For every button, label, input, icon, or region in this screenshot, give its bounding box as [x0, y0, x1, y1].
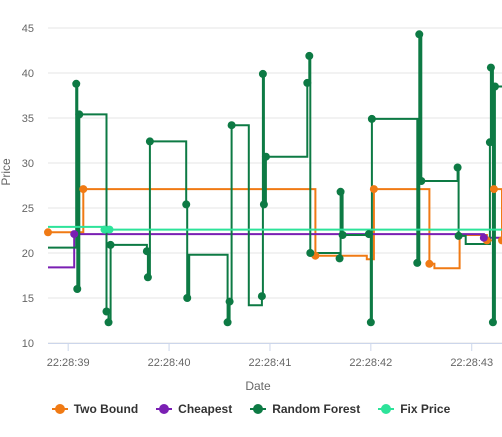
data-point-random-forest[interactable] — [102, 307, 111, 316]
data-point-random-forest[interactable] — [417, 177, 426, 185]
data-point-random-forest[interactable] — [367, 114, 376, 123]
x-tick-label: 22:28:39 — [47, 357, 90, 369]
y-tick-label: 45 — [22, 23, 34, 35]
data-point-random-forest[interactable] — [303, 78, 312, 87]
data-point-two-bound[interactable] — [79, 185, 88, 194]
data-point-random-forest[interactable] — [261, 152, 270, 161]
data-point-random-forest[interactable] — [73, 285, 82, 293]
data-point-random-forest[interactable] — [486, 63, 495, 72]
legend-label-cheapest: Cheapest — [178, 402, 233, 416]
data-point-two-bound[interactable] — [44, 228, 52, 237]
x-tick-label: 22:28:41 — [249, 357, 292, 369]
legend-marker-two-bound — [51, 404, 68, 414]
x-axis-title: Date — [245, 379, 271, 393]
data-point-two-bound[interactable] — [369, 185, 378, 194]
x-tick-label: 22:28:42 — [349, 357, 392, 369]
data-point-random-forest[interactable] — [338, 231, 347, 239]
data-point-random-forest[interactable] — [485, 138, 494, 147]
label-layer: Date Price 10 15 20 25 30 35 40 45 22:28:39 22:28… — [0, 23, 493, 393]
data-point-random-forest[interactable] — [227, 121, 236, 130]
data-point-random-forest[interactable] — [257, 292, 266, 301]
data-point-random-forest[interactable] — [364, 230, 373, 239]
data-point-cheapest[interactable] — [479, 233, 488, 242]
series-line-cheapest[interactable] — [48, 233, 502, 269]
data-point-fix-price[interactable] — [105, 225, 114, 234]
series-line-random-forest[interactable] — [48, 33, 502, 324]
data-point-random-forest[interactable] — [366, 318, 375, 327]
legend-label-random-forest: Random Forest — [272, 402, 361, 416]
legend: Two Bound Cheapest Random Forest Fix Pri… — [0, 398, 502, 420]
data-point-random-forest[interactable] — [488, 318, 497, 327]
legend-item-random-forest[interactable]: Random Forest — [250, 402, 360, 416]
data-point-random-forest[interactable] — [104, 318, 113, 327]
legend-marker-fix-price — [378, 404, 395, 414]
data-point-random-forest[interactable] — [143, 273, 152, 282]
legend-item-fix-price[interactable]: Fix Price — [378, 402, 450, 416]
series-layer — [48, 33, 502, 324]
y-tick-label: 15 — [22, 293, 34, 305]
y-axis-title: Price — [0, 158, 13, 186]
legend-label-two-bound: Two Bound — [73, 402, 139, 416]
x-tick-label: 22:28:40 — [148, 357, 191, 369]
data-point-random-forest[interactable] — [306, 249, 315, 257]
data-point-random-forest[interactable] — [106, 240, 115, 249]
data-point-two-bound[interactable] — [425, 259, 434, 268]
data-point-two-bound[interactable] — [498, 236, 502, 245]
data-point-random-forest[interactable] — [183, 294, 192, 302]
legend-marker-cheapest — [156, 404, 173, 414]
data-point-random-forest[interactable] — [259, 200, 268, 209]
data-point-cheapest[interactable] — [70, 230, 79, 239]
legend-item-cheapest[interactable]: Cheapest — [156, 402, 232, 416]
data-point-random-forest[interactable] — [415, 30, 424, 39]
chart-svg: Date Price 10 15 20 25 30 35 40 45 22:28:39 22:28… — [0, 23, 502, 393]
y-tick-label: 20 — [22, 248, 34, 260]
data-point-random-forest[interactable] — [305, 51, 314, 60]
data-point-random-forest[interactable] — [75, 110, 84, 119]
data-point-random-forest[interactable] — [453, 163, 462, 172]
legend-label-fix-price: Fix Price — [400, 402, 451, 416]
data-point-random-forest[interactable] — [413, 258, 422, 267]
legend-marker-random-forest — [250, 404, 267, 414]
data-point-random-forest[interactable] — [182, 200, 191, 209]
data-point-random-forest[interactable] — [72, 79, 81, 88]
data-point-random-forest[interactable] — [223, 318, 232, 327]
marker-layer — [44, 30, 502, 327]
y-tick-label: 40 — [22, 68, 34, 80]
data-point-random-forest[interactable] — [225, 297, 234, 306]
y-tick-label: 10 — [22, 338, 34, 350]
grid-layer — [48, 27, 502, 351]
data-point-random-forest[interactable] — [490, 82, 499, 91]
data-point-random-forest[interactable] — [454, 231, 463, 240]
data-point-random-forest[interactable] — [258, 69, 267, 78]
data-point-two-bound[interactable] — [489, 185, 498, 194]
series-line-fix-price[interactable] — [48, 225, 502, 231]
data-point-random-forest[interactable] — [145, 137, 154, 146]
y-tick-label: 35 — [22, 113, 34, 125]
legend-item-two-bound[interactable]: Two Bound — [51, 402, 139, 416]
x-tick-label: 22:28:43 — [450, 357, 493, 369]
data-point-random-forest[interactable] — [335, 254, 344, 263]
data-point-random-forest[interactable] — [142, 247, 151, 256]
y-tick-label: 30 — [22, 158, 34, 170]
y-tick-label: 25 — [22, 203, 34, 215]
data-point-random-forest[interactable] — [336, 187, 345, 196]
